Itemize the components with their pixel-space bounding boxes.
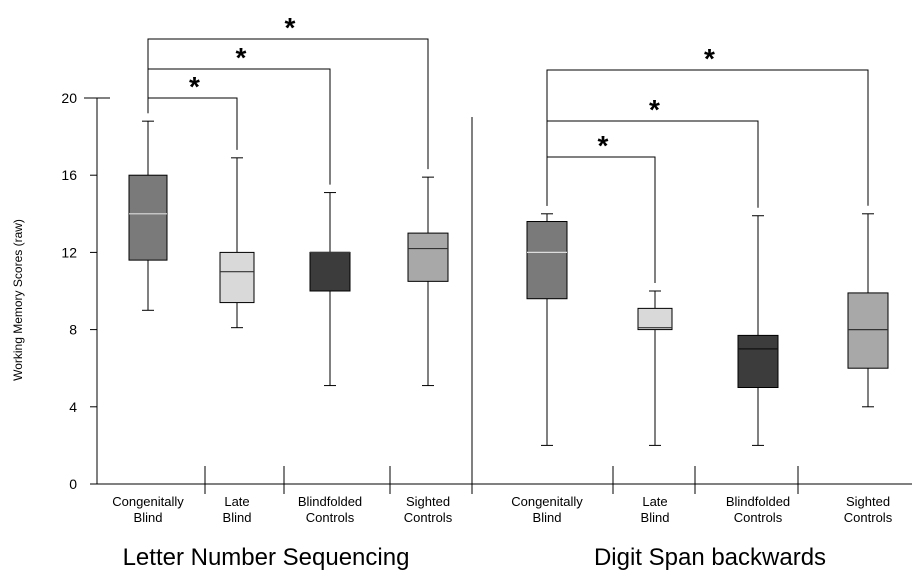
box-iqr xyxy=(637,307,673,331)
category-label-line: Blindfolded xyxy=(726,494,790,509)
significance-star: * xyxy=(649,94,660,125)
category-label-line: Late xyxy=(642,494,667,509)
significance-bracket: * xyxy=(147,12,429,170)
category-label: Congenitally Blind xyxy=(112,494,184,525)
category-label-line: Controls xyxy=(734,510,783,525)
category-label: Sighted Controls xyxy=(844,494,893,525)
category-label-line: Blind xyxy=(134,510,163,525)
significance-bracket: * xyxy=(546,94,759,208)
box-iqr xyxy=(128,174,168,261)
significance-brackets: * * * * * * xyxy=(147,12,869,283)
significance-star: * xyxy=(236,42,247,73)
y-tick-label: 12 xyxy=(61,244,77,260)
bracket-line xyxy=(147,38,429,170)
box-iqr xyxy=(407,232,449,282)
category-label-line: Blind xyxy=(223,510,252,525)
box-0-0 xyxy=(128,120,168,311)
group-title: Digit Span backwards xyxy=(594,544,826,571)
bracket-line xyxy=(147,68,331,185)
category-label: Sighted Controls xyxy=(404,494,453,525)
significance-bracket: * xyxy=(147,71,238,150)
significance-bracket: * xyxy=(147,42,331,185)
group-title: Letter Number Sequencing xyxy=(123,544,410,571)
category-label: Blindfolded Controls xyxy=(726,494,790,525)
y-tick-label: 20 xyxy=(61,90,77,106)
box-1-1 xyxy=(637,290,673,446)
category-label-line: Controls xyxy=(844,510,893,525)
significance-bracket: * xyxy=(546,43,869,206)
box-0-1 xyxy=(219,157,255,329)
significance-star: * xyxy=(189,71,200,102)
significance-star: * xyxy=(285,12,296,43)
category-label-line: Late xyxy=(224,494,249,509)
y-tick-label: 0 xyxy=(69,476,77,492)
category-label-line: Controls xyxy=(306,510,355,525)
category-label-line: Blindfolded xyxy=(298,494,362,509)
category-label-line: Congenitally xyxy=(112,494,184,509)
box-iqr xyxy=(526,221,568,300)
bracket-line xyxy=(147,97,238,150)
box-1-0 xyxy=(526,213,568,446)
significance-star: * xyxy=(704,43,715,74)
category-label: Congenitally Blind xyxy=(511,494,583,525)
boxes xyxy=(128,120,889,446)
box-1-2 xyxy=(737,215,779,446)
category-label-line: Sighted xyxy=(846,494,890,509)
box-iqr xyxy=(737,334,779,389)
y-tick-label: 4 xyxy=(69,399,77,415)
category-label: Blindfolded Controls xyxy=(298,494,362,525)
axes: 0 4 8 12 16 20 xyxy=(61,90,912,494)
category-label: Late Blind xyxy=(223,494,252,525)
box-iqr xyxy=(309,251,351,292)
category-label-line: Sighted xyxy=(406,494,450,509)
category-label-line: Controls xyxy=(404,510,453,525)
category-label-line: Congenitally xyxy=(511,494,583,509)
category-label-line: Blind xyxy=(533,510,562,525)
box-iqr xyxy=(847,292,889,369)
box-iqr xyxy=(219,251,255,304)
y-tick-label: 16 xyxy=(61,167,77,183)
significance-star: * xyxy=(598,130,609,161)
bracket-line xyxy=(546,69,869,206)
y-axis-label: Working Memory Scores (raw) xyxy=(11,219,25,381)
box-0-2 xyxy=(309,192,351,387)
box-0-3 xyxy=(407,176,449,387)
y-tick-label: 8 xyxy=(69,322,77,338)
category-label-line: Blind xyxy=(641,510,670,525)
bracket-line xyxy=(546,120,759,208)
box-1-3 xyxy=(847,213,889,408)
category-label: Late Blind xyxy=(641,494,670,525)
